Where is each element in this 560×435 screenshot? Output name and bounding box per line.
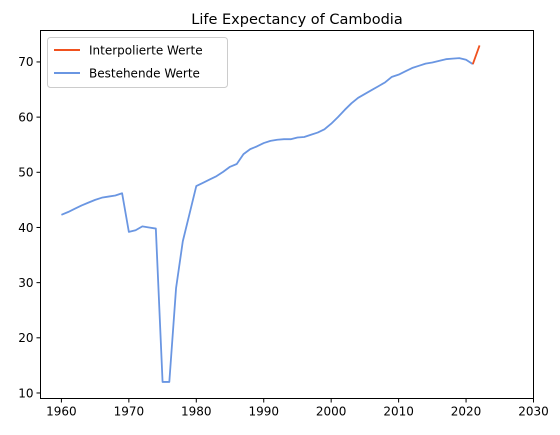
x-axis: 1960 1970 1980 1990 2000 2010 2020 2030 bbox=[46, 398, 549, 419]
legend-label-interpolated: Interpolierte Werte bbox=[89, 44, 203, 58]
y-tick-label: 20 bbox=[18, 331, 33, 345]
legend-box bbox=[47, 37, 228, 88]
y-axis: 10 20 30 40 50 60 70 bbox=[18, 55, 41, 400]
legend: Interpolierte Werte Bestehende Werte bbox=[47, 37, 228, 88]
y-tick-label: 70 bbox=[18, 55, 33, 69]
x-tick-label: 2030 bbox=[518, 405, 549, 419]
y-tick-label: 30 bbox=[18, 276, 33, 290]
y-tick-label: 10 bbox=[18, 386, 33, 400]
series-line-existing bbox=[61, 57, 474, 383]
x-tick-label: 1980 bbox=[181, 405, 212, 419]
x-tick-label: 1970 bbox=[114, 405, 145, 419]
plot-area bbox=[61, 45, 481, 383]
x-tick-label: 2020 bbox=[451, 405, 482, 419]
x-tick-label: 1960 bbox=[46, 405, 77, 419]
y-tick-label: 50 bbox=[18, 166, 33, 180]
y-tick-label: 60 bbox=[18, 110, 33, 124]
series-line-interpolated bbox=[471, 45, 481, 65]
x-tick-label: 2000 bbox=[316, 405, 347, 419]
chart-title: Life Expectancy of Cambodia bbox=[191, 12, 402, 28]
plot-frame bbox=[40, 30, 534, 399]
y-tick-label: 40 bbox=[18, 221, 33, 235]
legend-label-existing: Bestehende Werte bbox=[89, 67, 200, 81]
x-tick-label: 1990 bbox=[248, 405, 279, 419]
x-tick-label: 2010 bbox=[383, 405, 414, 419]
